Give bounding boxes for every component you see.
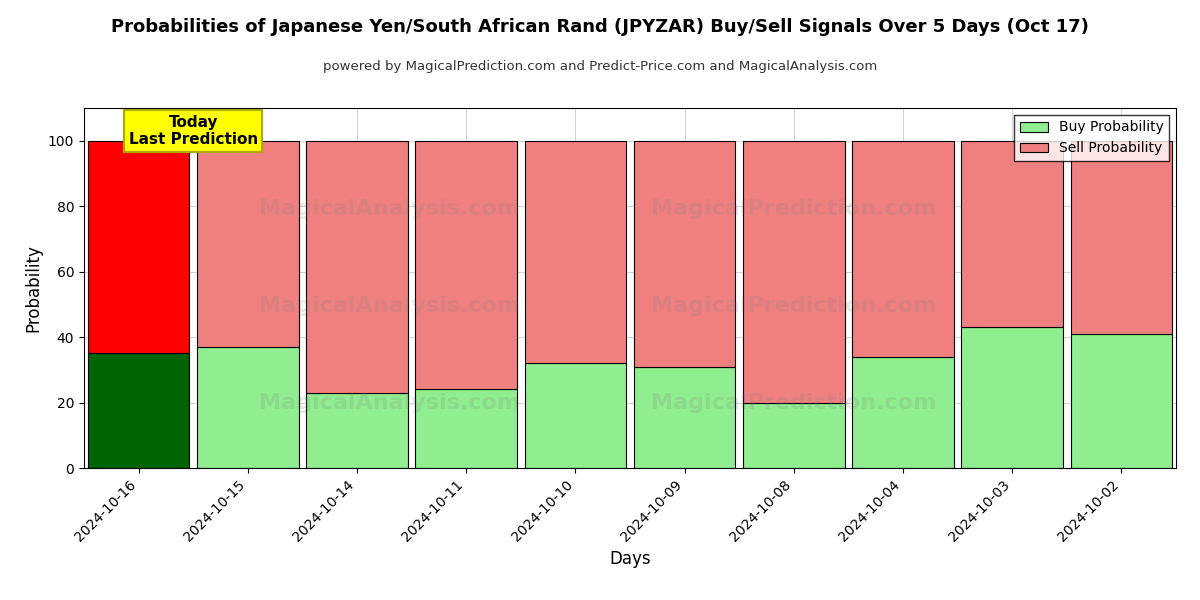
Text: MagicalPrediction.com: MagicalPrediction.com: [652, 199, 936, 219]
Bar: [88, 353, 190, 468]
Bar: [634, 141, 736, 367]
Bar: [306, 141, 408, 393]
Text: Today
Last Prediction: Today Last Prediction: [128, 115, 258, 147]
Bar: [961, 327, 1063, 468]
Legend: Buy Probability, Sell Probability: Buy Probability, Sell Probability: [1014, 115, 1169, 161]
Text: powered by MagicalPrediction.com and Predict-Price.com and MagicalAnalysis.com: powered by MagicalPrediction.com and Pre…: [323, 60, 877, 73]
Bar: [743, 141, 845, 403]
Bar: [634, 367, 736, 468]
Text: MagicalPrediction.com: MagicalPrediction.com: [652, 296, 936, 316]
Bar: [88, 141, 190, 353]
Text: Probabilities of Japanese Yen/South African Rand (JPYZAR) Buy/Sell Signals Over : Probabilities of Japanese Yen/South Afri…: [112, 18, 1088, 36]
Bar: [743, 403, 845, 468]
Bar: [306, 393, 408, 468]
Bar: [197, 347, 299, 468]
Text: MagicalAnalysis.com: MagicalAnalysis.com: [259, 393, 521, 413]
Bar: [415, 389, 517, 468]
X-axis label: Days: Days: [610, 550, 650, 568]
Bar: [1070, 141, 1172, 334]
Bar: [852, 141, 954, 357]
Text: MagicalAnalysis.com: MagicalAnalysis.com: [259, 199, 521, 219]
Bar: [524, 363, 626, 468]
Bar: [415, 141, 517, 389]
Text: MagicalPrediction.com: MagicalPrediction.com: [652, 393, 936, 413]
Bar: [197, 141, 299, 347]
Bar: [852, 357, 954, 468]
Y-axis label: Probability: Probability: [24, 244, 42, 332]
Bar: [1070, 334, 1172, 468]
Text: MagicalAnalysis.com: MagicalAnalysis.com: [259, 296, 521, 316]
Bar: [524, 141, 626, 363]
Bar: [961, 141, 1063, 327]
